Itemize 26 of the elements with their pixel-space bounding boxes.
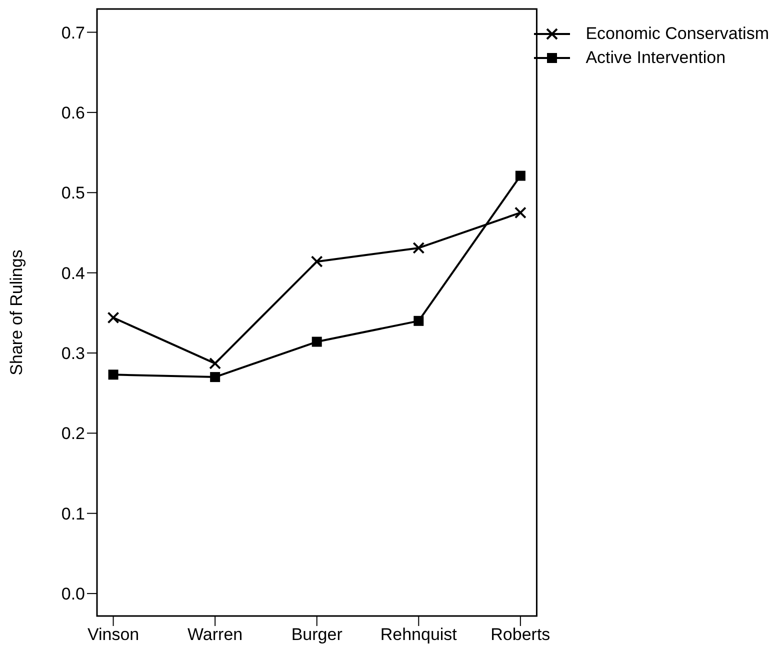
point	[209, 357, 222, 370]
y-tick-label: 0.6	[61, 103, 85, 122]
legend-label: Economic Conservatism	[586, 24, 769, 44]
y-tick-label: 0.5	[61, 184, 85, 203]
point	[412, 242, 425, 254]
point	[108, 370, 118, 380]
point	[312, 336, 322, 347]
point	[515, 170, 526, 181]
y-tick-label: 0.1	[61, 504, 85, 524]
y-tick-label: 0.2	[61, 424, 85, 444]
y-tick-label: 0.7	[61, 23, 85, 42]
x-tick-label: Roberts	[490, 625, 550, 644]
x-tick-label: Vinson	[87, 625, 140, 644]
y-tick-label: 0.0	[61, 584, 85, 604]
x-tick-label: Burger	[291, 625, 343, 644]
x-tick-label: Rehnquist	[380, 625, 458, 644]
x-tick-label: Warren	[188, 625, 243, 644]
y-tick-label: 0.3	[61, 344, 85, 364]
point	[107, 312, 120, 324]
point	[514, 206, 526, 219]
y-tick-label: 0.4	[61, 264, 85, 283]
point	[414, 316, 424, 326]
point	[310, 256, 323, 268]
y-axis-title: Share of Rulings	[7, 250, 26, 376]
legend-label: Active Intervention	[586, 48, 726, 68]
point	[210, 372, 220, 382]
